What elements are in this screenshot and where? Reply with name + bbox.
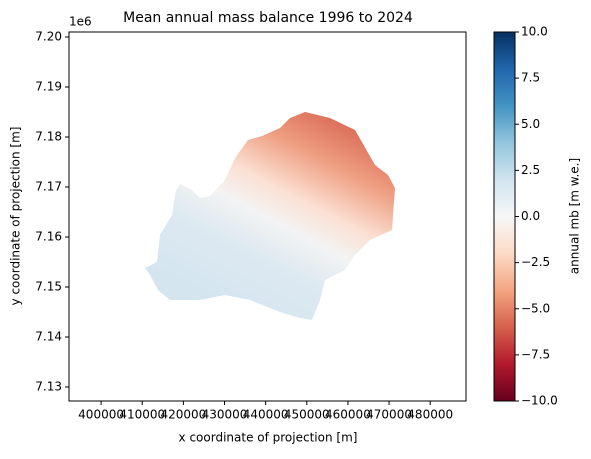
x-tick-label: 440000 (243, 408, 289, 422)
y-tick-label: 7.18 (35, 130, 62, 144)
plot-frame (68, 31, 467, 402)
x-tick-label: 420000 (160, 408, 206, 422)
x-axis-label: x coordinate of projection [m] (179, 431, 358, 445)
chart-title: Mean annual mass balance 1996 to 2024 (123, 10, 413, 26)
y-tick-label: 7.20 (35, 30, 62, 44)
y-tick-label: 7.19 (35, 80, 62, 94)
colorbar-tick-label: −5.0 (521, 301, 550, 315)
colorbar-tick-label: 0.0 (521, 209, 540, 223)
y-tick-label: 7.14 (35, 330, 62, 344)
y-tick-label: 7.13 (35, 380, 62, 394)
glacier-raster (145, 112, 395, 320)
x-tick-label: 460000 (325, 408, 371, 422)
colorbar (493, 31, 516, 402)
colorbar-tick-label: 2.5 (521, 163, 540, 177)
x-tick-label: 410000 (119, 408, 165, 422)
y-axis-label: y coordinate of projection [m] (9, 127, 23, 306)
x-tick-label: 470000 (366, 408, 412, 422)
y-tick-label: 7.15 (35, 280, 62, 294)
colorbar-tick-label: 7.5 (521, 71, 540, 85)
colorbar-tick-label: −10.0 (521, 394, 558, 408)
x-tick-label: 400000 (78, 408, 124, 422)
colorbar-tick-label: 5.0 (521, 117, 540, 131)
x-tick-label: 430000 (202, 408, 248, 422)
y-offset-label: 1e6 (69, 15, 92, 29)
x-tick-label: 480000 (407, 408, 453, 422)
y-tick-label: 7.17 (35, 180, 62, 194)
x-tick-label: 450000 (284, 408, 330, 422)
colorbar-tick-label: −2.5 (521, 255, 550, 269)
y-tick-label: 7.16 (35, 230, 62, 244)
colorbar-tick-label: −7.5 (521, 347, 550, 361)
colorbar-tick-label: 10.0 (521, 25, 548, 39)
colorbar-label: annual mb [m w.e.] (568, 158, 582, 274)
